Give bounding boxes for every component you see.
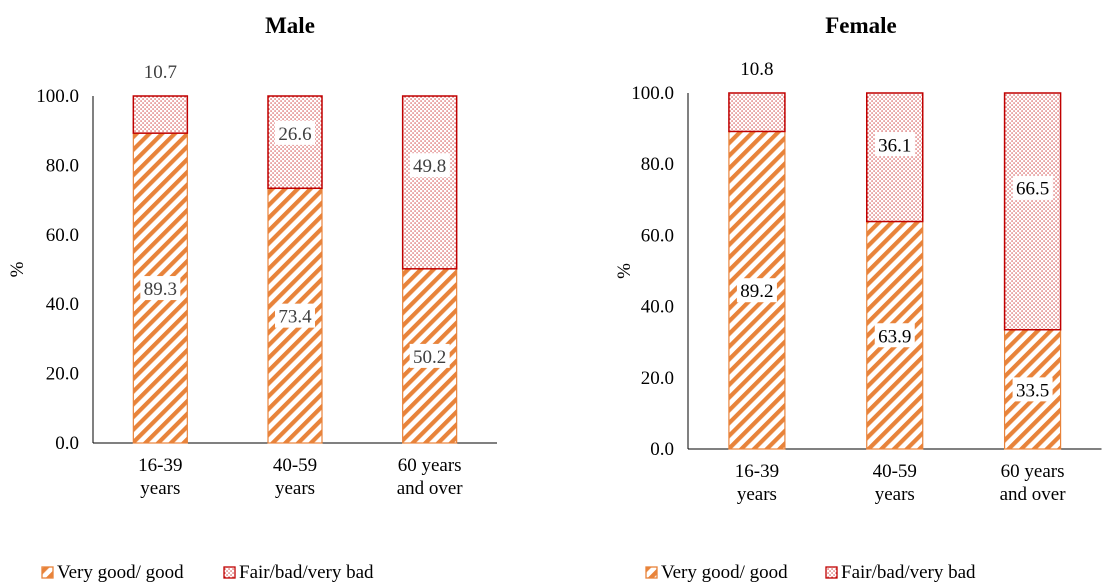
legend-label-very-good-good: Very good/ good (57, 562, 184, 582)
x-category-label: years (875, 484, 915, 505)
x-category-label: years (737, 484, 777, 505)
y-tick-label: 0.0 (55, 433, 79, 454)
x-category-label: and over (1000, 484, 1067, 505)
x-category-label: 16-39 (735, 461, 779, 482)
x-category-label: 60 years (398, 455, 462, 476)
y-tick-label: 100.0 (631, 83, 674, 104)
bar-fair-bad-very-bad (1003, 92, 1062, 331)
male-chart-panel: Male 0.0 20.0 40.0 60.0 80.0 100.0% 89.3 10.7 16-… (7, 13, 497, 582)
legend-label-very-good-good: Very good/ good (661, 562, 788, 582)
data-label-box (409, 153, 450, 178)
legend-swatch-very-good-good (645, 566, 658, 579)
y-axis-label: % (614, 263, 635, 279)
legend-swatch-very-good-good (41, 566, 54, 579)
x-category-label: 16-39 (138, 455, 182, 476)
data-label-very-good-good: 89.3 (144, 279, 177, 300)
legend-label-fair-bad-very-bad: Fair/bad/very bad (239, 562, 374, 582)
x-category-label: 60 years (1001, 461, 1065, 482)
data-label-fair-bad-very-bad: 66.5 (1016, 179, 1049, 200)
bar-fair-bad-very-bad (132, 95, 189, 134)
legend: Very good/ good Fair/bad/very bad (41, 562, 374, 582)
y-tick-label: 20.0 (46, 364, 79, 385)
chart-title: Female (825, 13, 897, 38)
y-tick-label: 20.0 (641, 368, 674, 389)
legend-swatch-fair-bad-very-bad (223, 566, 236, 579)
y-tick-label: 60.0 (46, 225, 79, 246)
female-chart-panel: Female 0.0 20.0 40.0 60.0 80.0 100.0% 89.2 10.8 1… (551, 0, 1102, 582)
y-tick-label: 60.0 (641, 225, 674, 246)
y-axis-label: % (7, 261, 28, 277)
data-label-fair-bad-very-bad: 10.8 (740, 59, 773, 80)
bar-fair-bad-very-bad (728, 92, 786, 133)
bar-fair-bad-very-bad (401, 95, 458, 270)
data-label-box (1012, 175, 1053, 200)
y-tick-label: 80.0 (641, 154, 674, 175)
y-tick-label: 40.0 (46, 294, 79, 315)
y-tick-label: 40.0 (641, 297, 674, 318)
data-label-box (874, 132, 915, 157)
data-label-box (409, 343, 450, 368)
data-label-very-good-good: 50.2 (413, 347, 446, 368)
data-label-fair-bad-very-bad: 10.7 (144, 62, 177, 83)
data-label-box (275, 120, 315, 145)
x-category-label: and over (397, 478, 464, 499)
data-label-box (874, 323, 915, 348)
y-tick-label: 100.0 (36, 86, 79, 107)
x-category-label: 40-59 (273, 455, 317, 476)
legend-label-fair-bad-very-bad: Fair/bad/very bad (841, 562, 976, 582)
legend-swatch-fair-bad-very-bad (825, 566, 838, 579)
y-tick-label: 80.0 (46, 155, 79, 176)
data-label-very-good-good: 33.5 (1016, 380, 1049, 401)
x-category-label: years (275, 478, 315, 499)
male-chart: Male 0.0 20.0 40.0 60.0 80.0 100.0% 89.3 10.7 16-… (7, 13, 497, 582)
data-label-very-good-good: 63.9 (878, 326, 911, 347)
y-tick-label: 0.0 (650, 439, 674, 460)
data-label-box (140, 276, 181, 301)
bar-fair-bad-very-bad (866, 92, 924, 223)
data-label-very-good-good: 73.4 (278, 307, 312, 328)
data-label-very-good-good: 89.2 (740, 281, 773, 302)
data-label-fair-bad-very-bad: 26.6 (278, 124, 311, 145)
data-label-fair-bad-very-bad: 36.1 (878, 135, 911, 156)
legend: Very good/ good Fair/bad/very bad (645, 562, 976, 582)
data-label-box (1012, 377, 1053, 402)
data-label-box (736, 278, 777, 303)
x-category-label: years (140, 478, 180, 499)
data-label-box (275, 303, 315, 328)
female-chart: Female 0.0 20.0 40.0 60.0 80.0 100.0% 89.2 10.8 1… (614, 13, 1102, 582)
x-category-label: 40-59 (873, 461, 917, 482)
chart-title: Male (265, 13, 315, 38)
data-label-fair-bad-very-bad: 49.8 (413, 156, 446, 177)
